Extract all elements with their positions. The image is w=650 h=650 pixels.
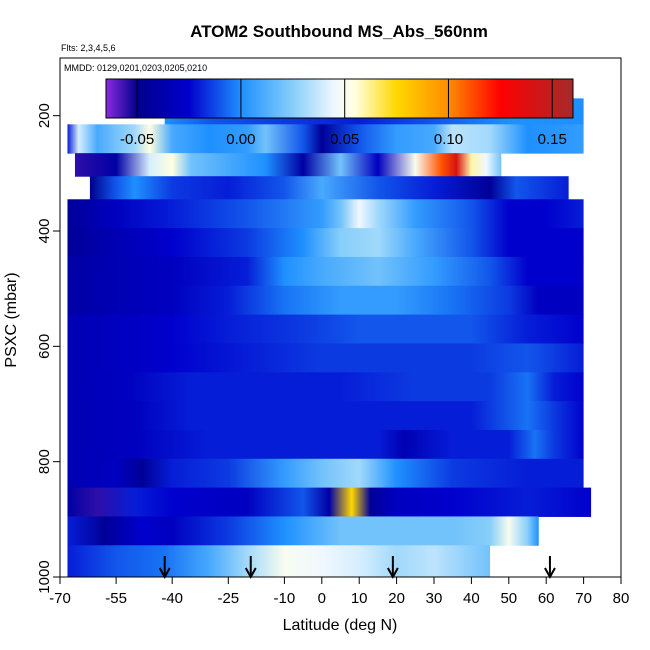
x-tick-label: 80 [613,590,630,607]
chart-title: ATOM2 Southbound MS_Abs_560nm [190,22,488,41]
colorbar-tick-label: -0.05 [120,131,154,148]
x-tick-label: 10 [351,590,368,607]
heatmap-band [67,199,584,229]
heatmap-band [67,487,592,517]
x-tick-label: 0 [318,590,326,607]
y-tick-label: 1000 [36,560,53,593]
y-tick-label: 600 [36,334,53,359]
colorbar-tick-label: 0.10 [434,131,463,148]
y-tick-label: 200 [36,103,53,128]
colorbar-tick-label: 0.15 [538,131,567,148]
heatmap-band [67,429,584,460]
x-tick-label: 20 [388,590,405,607]
x-tick-label: -40 [161,590,183,607]
heatmap-band [89,176,569,200]
x-tick-label: -55 [105,590,127,607]
heatmap-band [74,153,502,177]
heatmap-band [67,516,539,546]
x-tick-label: -25 [217,590,239,607]
heatmap-band [67,458,584,489]
heatmap-band [67,285,584,316]
y-tick-label: 400 [36,218,53,243]
x-tick-label: -10 [274,590,296,607]
profile-arrow [544,556,556,580]
x-axis-label: Latitude (deg N) [283,617,398,634]
heatmap-band [67,256,584,287]
x-tick-label: 30 [426,590,443,607]
colorbar-gradient [105,78,574,119]
flights-label: Flts: 2,3,4,5,6 [61,43,116,53]
heatmap-band [67,401,584,431]
heatmap-band [67,314,584,344]
colorbar-tick-label: 0.05 [330,131,359,148]
heatmap-band [67,372,584,402]
heatmap-layer [67,98,592,577]
x-tick-label: -70 [49,590,71,607]
heatmap-band [67,124,584,154]
dates-label: MMDD: 0129,0201,0203,0205,0210 [64,63,207,73]
plot-frame [59,57,622,578]
heatmap-band [67,228,584,258]
x-tick-label: 60 [538,590,555,607]
colorbar-tick-label: 0.00 [226,131,255,148]
y-tick-label: 800 [36,449,53,474]
colorbar: -0.05 0.00 0.05 0.10 0.15 [105,78,574,148]
y-axis: 200 400 600 800 1000 [36,103,60,594]
heatmap-band [67,343,584,373]
x-tick-label: 70 [575,590,592,607]
y-axis-label: PSXC (mbar) [3,272,20,367]
heatmap-band [67,545,491,577]
x-tick-label: 50 [500,590,517,607]
x-tick-label: 40 [463,590,480,607]
x-axis: -70 -55 -40 -25 -10 0 10 20 30 40 50 60 70 80 [49,577,629,607]
